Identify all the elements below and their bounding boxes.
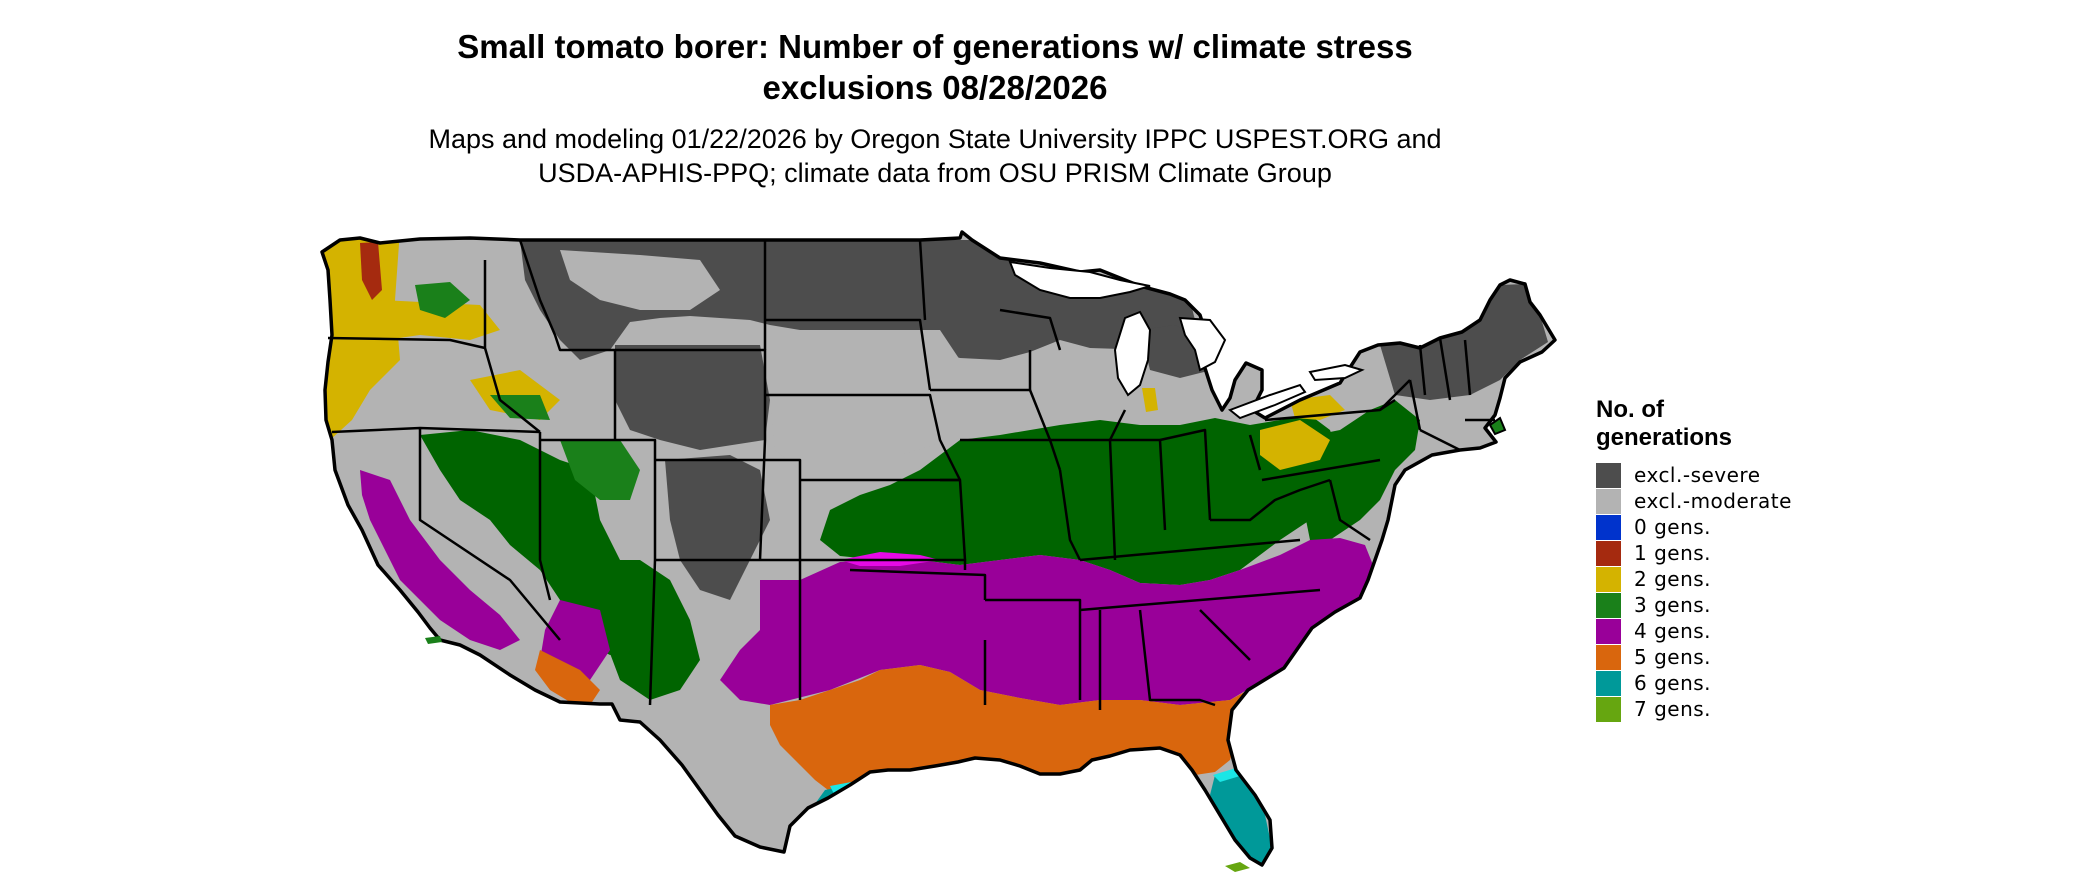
legend-label: 7 gens. — [1634, 697, 1712, 721]
legend-swatch — [1596, 644, 1621, 670]
map-title-line-2: exclusions 08/28/2026 — [762, 69, 1108, 106]
zone-6gens-bright-fl — [1213, 768, 1240, 782]
zone-2gens-columbia — [380, 300, 500, 340]
legend-label: 0 gens. — [1634, 515, 1712, 539]
zone-5gens-desert — [535, 650, 600, 705]
legend-swatch — [1596, 462, 1621, 488]
legend-label: excl.-moderate — [1634, 489, 1792, 513]
legend-label: 6 gens. — [1634, 671, 1712, 695]
zone-6gens-florida — [1210, 770, 1272, 865]
legend-title-line-2: generations — [1596, 424, 1733, 451]
zone-excl-moderate-montana — [560, 250, 720, 310]
lake-huron — [1178, 316, 1227, 372]
legend-item: 5 gens. — [1596, 644, 1792, 670]
map-subtitle-line-1: Maps and modeling 01/22/2026 by Oregon S… — [428, 124, 1442, 154]
legend-item: 4 gens. — [1596, 618, 1792, 644]
legend-item: excl.-moderate — [1596, 488, 1792, 514]
legend-item: 2 gens. — [1596, 566, 1792, 592]
zone-2gens-lake-michigan — [1142, 388, 1158, 412]
legend-label: 4 gens. — [1634, 619, 1712, 643]
zone-4gens-south — [720, 538, 1375, 705]
legend-swatch — [1596, 566, 1621, 592]
zone-3gens-idaho — [490, 395, 550, 420]
cape-cod — [1488, 416, 1507, 436]
legend-swatch — [1596, 670, 1621, 696]
legend-label: 5 gens. — [1634, 645, 1712, 669]
map-title: Small tomato borer: Number of generation… — [0, 26, 1870, 108]
legend-item: 6 gens. — [1596, 670, 1792, 696]
legend-item: 1 gens. — [1596, 540, 1792, 566]
map-subtitle: Maps and modeling 01/22/2026 by Oregon S… — [0, 122, 1870, 190]
zone-excl-moderate-plains — [770, 390, 960, 470]
zone-2gens-appalachia — [1260, 420, 1330, 470]
legend-items: excl.-severe excl.-moderate 0 gens. 1 gens.… — [1596, 462, 1792, 722]
legend-item: 7 gens. — [1596, 696, 1792, 722]
state-borders — [327, 239, 1495, 710]
legend-label: 1 gens. — [1634, 541, 1712, 565]
zone-3gens-nm — [600, 560, 700, 700]
map-subtitle-line-2: USDA-APHIS-PPQ; climate data from OSU PR… — [538, 158, 1332, 188]
zone-5gens-gulf — [770, 665, 1248, 790]
legend-label: 3 gens. — [1634, 593, 1712, 617]
legend-swatch — [1596, 696, 1621, 722]
legend-label: 2 gens. — [1634, 567, 1712, 591]
legend-item: excl.-severe — [1596, 462, 1792, 488]
lake-michigan — [1113, 310, 1152, 397]
lake-ontario — [1308, 363, 1365, 382]
legend-swatch — [1596, 540, 1621, 566]
legend-item: 0 gens. — [1596, 514, 1792, 540]
zone-3gens-midwest — [820, 415, 1350, 585]
zone-excl-severe-rockies — [615, 345, 770, 450]
legend-swatch — [1596, 514, 1621, 540]
zone-excl-severe-colorado — [665, 455, 770, 600]
legend-swatch — [1596, 618, 1621, 644]
legend-label: excl.-severe — [1634, 463, 1761, 487]
legend-item: 3 gens. — [1596, 592, 1792, 618]
legend-title-line-1: No. of — [1596, 396, 1664, 423]
channel-islands — [425, 636, 442, 644]
map-title-line-1: Small tomato borer: Number of generation… — [457, 28, 1413, 65]
legend-title: No. of generations — [1596, 396, 1792, 452]
map-legend: No. of generations excl.-severe excl.-mod… — [1596, 396, 1792, 722]
zone-3gens-yakima — [415, 282, 470, 318]
zone-3gens-colorado-plateau — [560, 440, 640, 500]
zone-4gens-california — [360, 470, 520, 650]
zone-1gens-cascades — [360, 242, 382, 300]
lake-erie — [1228, 383, 1307, 420]
zone-excl-moderate-dakotas — [760, 330, 960, 390]
legend-swatch — [1596, 488, 1621, 514]
lake-superior — [1008, 260, 1151, 299]
florida-keys — [1225, 862, 1250, 872]
legend-swatch — [1596, 592, 1621, 618]
